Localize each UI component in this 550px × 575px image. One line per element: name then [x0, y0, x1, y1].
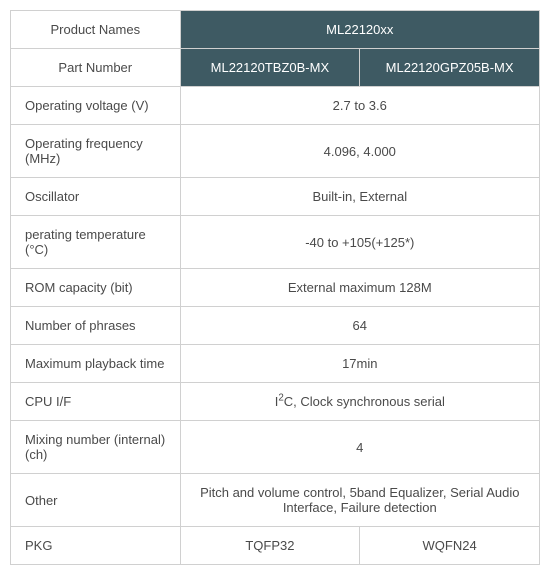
table-row: Oscillator Built-in, External [11, 178, 540, 216]
table-row: Number of phrases 64 [11, 307, 540, 345]
row-value: Pitch and volume control, 5band Equalize… [180, 474, 539, 527]
part-number-2: ML22120GPZ05B-MX [360, 49, 540, 87]
table-row: Other Pitch and volume control, 5band Eq… [11, 474, 540, 527]
product-names-header: Product Names [11, 11, 181, 49]
row-value: External maximum 128M [180, 269, 539, 307]
row-value: Built-in, External [180, 178, 539, 216]
pkg-value-2: WQFN24 [360, 527, 540, 565]
row-label: ROM capacity (bit) [11, 269, 181, 307]
row-label: Other [11, 474, 181, 527]
row-label: Operating voltage (V) [11, 87, 181, 125]
row-value: 64 [180, 307, 539, 345]
row-label: Oscillator [11, 178, 181, 216]
row-value: 4.096, 4.000 [180, 125, 539, 178]
table-row: Operating frequency (MHz) 4.096, 4.000 [11, 125, 540, 178]
row-label: Operating frequency (MHz) [11, 125, 181, 178]
table-row: perating temperature (°C) -40 to +105(+1… [11, 216, 540, 269]
table-row: Operating voltage (V) 2.7 to 3.6 [11, 87, 540, 125]
table-row: ROM capacity (bit) External maximum 128M [11, 269, 540, 307]
table-row: Mixing number (internal) (ch) 4 [11, 421, 540, 474]
row-label: Number of phrases [11, 307, 181, 345]
row-label: CPU I/F [11, 383, 181, 421]
row-value: 4 [180, 421, 539, 474]
table-row: PKG TQFP32 WQFN24 [11, 527, 540, 565]
spec-table: Product Names ML22120xx Part Number ML22… [10, 10, 540, 565]
table-row: Maximum playback time 17min [11, 345, 540, 383]
table-row: CPU I/F I2C, Clock synchronous serial [11, 383, 540, 421]
cpu-value: I2C, Clock synchronous serial [180, 383, 539, 421]
product-names-value: ML22120xx [180, 11, 539, 49]
row-label: Maximum playback time [11, 345, 181, 383]
row-value: 17min [180, 345, 539, 383]
row-value: 2.7 to 3.6 [180, 87, 539, 125]
row-label: perating temperature (°C) [11, 216, 181, 269]
part-number-header: Part Number [11, 49, 181, 87]
row-label: PKG [11, 527, 181, 565]
pkg-value-1: TQFP32 [180, 527, 360, 565]
row-label: Mixing number (internal) (ch) [11, 421, 181, 474]
part-number-1: ML22120TBZ0B-MX [180, 49, 360, 87]
row-value: -40 to +105(+125*) [180, 216, 539, 269]
